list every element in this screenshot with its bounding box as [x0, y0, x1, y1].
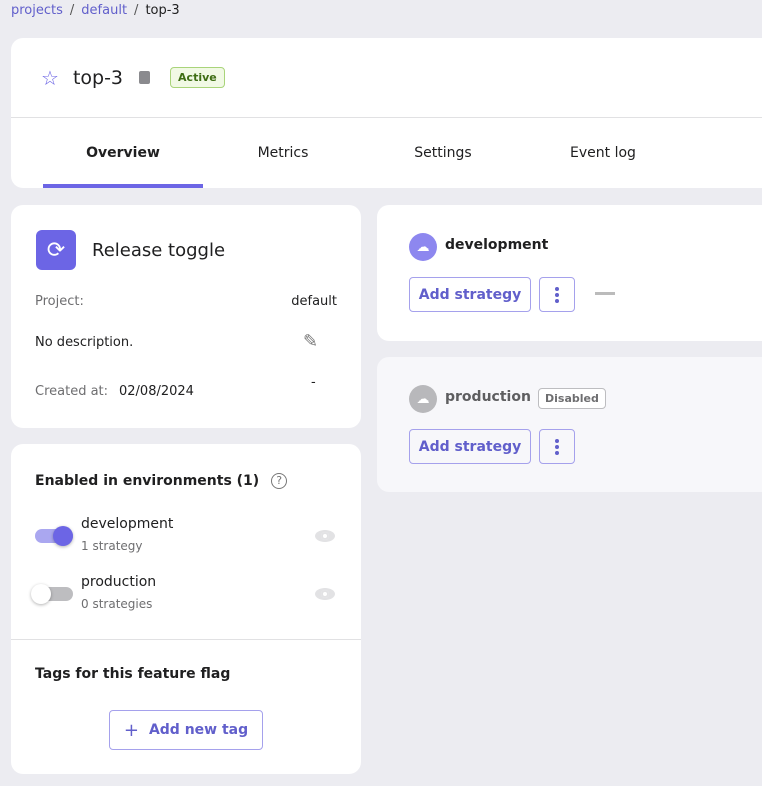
- copy-icon[interactable]: [139, 71, 151, 84]
- tab-event-log[interactable]: Event log: [570, 145, 636, 161]
- cloud-icon: ☁: [409, 385, 437, 413]
- environments-title: Enabled in environments (1): [35, 473, 260, 489]
- add-tag-button[interactable]: + Add new tag: [109, 710, 263, 750]
- breadcrumb-default[interactable]: default: [81, 3, 128, 18]
- project-label: Project:: [35, 294, 84, 309]
- tags-title: Tags for this feature flag: [35, 666, 231, 682]
- more-options-button[interactable]: [539, 277, 575, 312]
- eye-icon[interactable]: [315, 588, 335, 600]
- created-label: Created at:: [35, 384, 109, 399]
- env-card-production: ☁ production Disabled Add strategy: [377, 357, 762, 492]
- description: No description.: [35, 335, 134, 350]
- feature-info-card: ⟳ Release toggle Project: default No des…: [11, 205, 361, 428]
- feature-type: Release toggle: [92, 240, 226, 261]
- tab-overview[interactable]: Overview: [43, 118, 203, 188]
- breadcrumb-current: top-3: [145, 3, 180, 18]
- strategy-connector-icon: [595, 292, 615, 295]
- cloud-icon: ☁: [409, 233, 437, 261]
- release-toggle-icon: ⟳: [36, 230, 76, 270]
- env-strategies: 0 strategies: [81, 597, 153, 611]
- tab-metrics[interactable]: Metrics: [257, 145, 309, 161]
- created-value: 02/08/2024: [119, 384, 194, 399]
- add-strategy-button[interactable]: Add strategy: [409, 429, 531, 464]
- tab-settings[interactable]: Settings: [414, 145, 472, 161]
- env-name: development: [81, 516, 174, 532]
- edit-icon[interactable]: ✎: [303, 331, 319, 352]
- env-card-development: ☁ development Add strategy: [377, 205, 762, 341]
- divider: [11, 639, 361, 640]
- eye-icon[interactable]: [315, 530, 335, 542]
- env-title: production: [445, 389, 531, 405]
- env-strategies: 1 strategy: [81, 539, 143, 553]
- more-options-button[interactable]: [539, 429, 575, 464]
- toggle-development[interactable]: [35, 526, 73, 546]
- project-value: default: [291, 294, 337, 309]
- page-title: top-3: [72, 66, 124, 89]
- plus-icon: +: [123, 719, 139, 741]
- disabled-badge: Disabled: [538, 388, 606, 409]
- env-name: production: [81, 574, 157, 590]
- dash: -: [311, 375, 316, 390]
- environments-card: Enabled in environments (1)? development…: [11, 444, 361, 774]
- status-badge: Active: [170, 67, 225, 88]
- breadcrumb-projects[interactable]: projects: [11, 3, 63, 18]
- toggle-production[interactable]: [31, 584, 73, 604]
- star-icon[interactable]: ☆: [41, 65, 59, 90]
- env-title: development: [445, 237, 549, 253]
- help-icon[interactable]: ?: [271, 472, 288, 489]
- feature-header: ☆ top-3 Active Overview Metrics Settings…: [11, 38, 762, 188]
- add-strategy-button[interactable]: Add strategy: [409, 277, 531, 312]
- breadcrumb: projects / default / top-3: [11, 3, 180, 18]
